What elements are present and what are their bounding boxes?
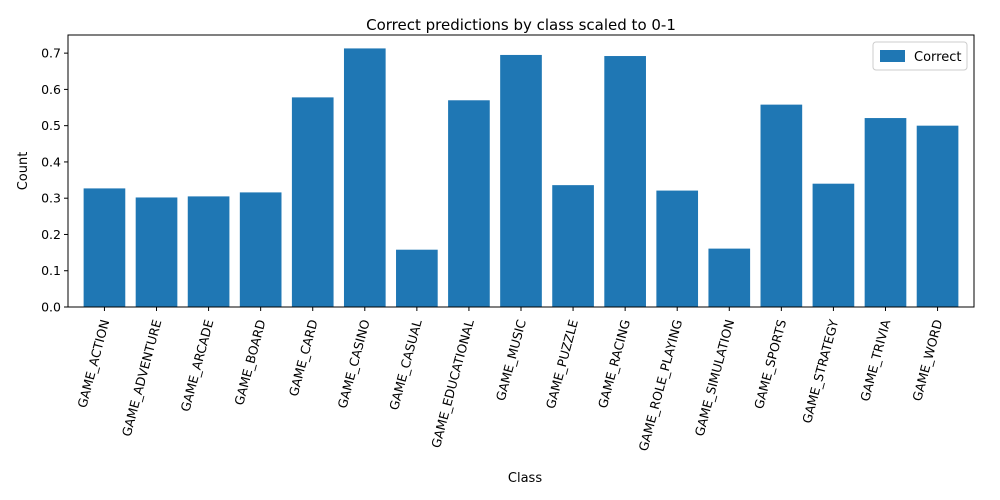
y-tick-label: 0.7 <box>41 46 61 61</box>
y-axis-title: Count <box>16 152 31 191</box>
bar-game-sports <box>760 104 803 307</box>
x-tick-label: GAME_ADVENTURE <box>119 318 165 438</box>
x-tick-label: GAME_RACING <box>595 318 633 410</box>
bar-game-educational <box>448 100 490 307</box>
x-tick-label: GAME_CARD <box>286 318 321 398</box>
bar-game-word <box>916 125 959 307</box>
bar-game-role-playing <box>656 190 699 307</box>
legend-box <box>872 41 968 71</box>
x-axis: GAME_ACTION GAME_ADVENTURE GAME_ARCADE GAME… <box>74 307 945 453</box>
bar-game-racing <box>604 56 646 307</box>
bar-game-strategy <box>812 183 855 307</box>
bar-game-simulation <box>708 248 751 307</box>
x-tick-label: GAME_CASINO <box>335 318 373 410</box>
x-tick-label: GAME_ROLE_PLAYING <box>636 318 686 453</box>
bars-group <box>83 48 959 308</box>
y-tick-label: 0.3 <box>41 191 61 206</box>
bar-game-adventure <box>135 197 178 307</box>
bar-game-action <box>83 188 126 307</box>
legend-swatch-correct <box>880 50 905 62</box>
y-tick-label: 0.1 <box>41 263 61 278</box>
y-tick-label: 0.5 <box>41 118 61 133</box>
chart-title: Correct predictions by class scaled to 0… <box>366 16 676 34</box>
x-axis-title: Class <box>508 471 542 486</box>
x-tick-label: GAME_MUSIC <box>493 318 529 403</box>
y-tick-label: 0.4 <box>41 154 61 169</box>
x-tick-label: GAME_ACTION <box>74 318 112 410</box>
x-tick-label: GAME_ARCADE <box>178 318 217 413</box>
y-axis: 0.0 0.1 0.2 0.3 0.4 0.5 0.6 0.7 <box>41 46 68 315</box>
bar-game-casino <box>343 48 386 308</box>
x-tick-label: GAME_BOARD <box>231 318 268 407</box>
bar-game-puzzle <box>552 185 594 307</box>
x-tick-label: GAME_CASUAL <box>386 318 425 412</box>
legend: Correct <box>872 41 968 71</box>
plot-frame <box>67 34 975 308</box>
x-tick-label: GAME_EDUCATIONAL <box>428 318 477 450</box>
bar-game-trivia <box>864 118 907 307</box>
y-tick-label: 0.0 <box>41 300 61 315</box>
x-tick-label: GAME_WORD <box>909 318 945 403</box>
y-tick-label: 0.2 <box>41 227 61 242</box>
bar-game-casual <box>396 249 438 307</box>
x-tick-label: GAME_PUZZLE <box>543 318 581 410</box>
bar-game-arcade <box>187 196 230 307</box>
bar-game-board <box>239 192 282 307</box>
x-tick-label: GAME_STRATEGY <box>799 318 841 425</box>
x-tick-label: GAME_SIMULATION <box>692 318 738 438</box>
y-tick-label: 0.6 <box>41 82 61 97</box>
bar-game-music <box>500 54 542 308</box>
legend-label-correct: Correct <box>914 50 961 65</box>
x-tick-label: GAME_TRIVIA <box>857 317 893 402</box>
bar-game-card <box>291 97 334 307</box>
x-tick-label: GAME_SPORTS <box>751 318 789 411</box>
